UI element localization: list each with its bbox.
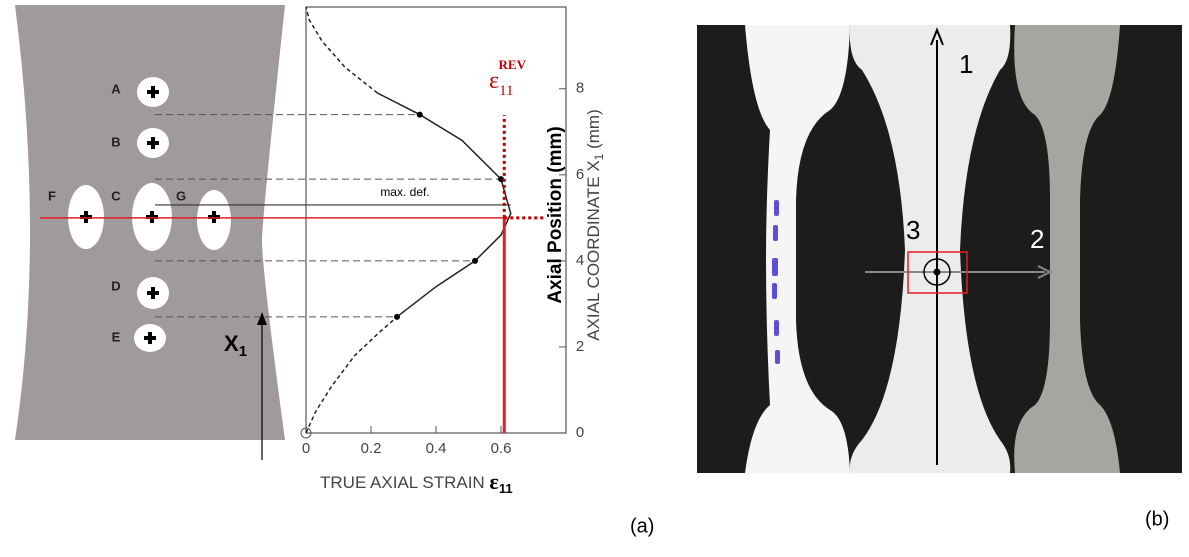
marker: [416, 111, 423, 118]
arrowhead: [930, 27, 944, 46]
eps-rev: ε11 REV: [489, 57, 527, 99]
marker: [472, 257, 478, 264]
arrowhead: [257, 312, 267, 325]
strain-curve: [377, 92, 512, 318]
y-tick-label: 8: [576, 80, 584, 97]
arrowhead: [1037, 265, 1053, 279]
eps-sub: 11: [499, 83, 513, 99]
y-title-text: AXIAL COORDINATE X: [584, 160, 603, 340]
y-tick-label: 6: [576, 166, 584, 183]
eps: ε: [489, 68, 499, 94]
x-tick-label: 0: [302, 440, 310, 457]
x-title-symbol: ε: [489, 469, 498, 494]
hole-label: F: [48, 188, 56, 203]
x1-text: X: [224, 331, 239, 356]
dark-shape: [697, 25, 905, 473]
ink-marks: [772, 200, 780, 364]
y-tick-label: 0: [576, 424, 584, 441]
y-title-bold: Axial Position (mm): [545, 126, 566, 303]
strain-curve: [305, 316, 398, 434]
hole-label: C: [111, 188, 121, 203]
axis-label: 3: [906, 215, 920, 245]
x1-sub: 1: [239, 343, 247, 360]
panel-label: (a): [630, 515, 654, 537]
x-tick-label: 0.4: [426, 440, 447, 457]
dot: [933, 268, 941, 276]
x-title: TRUE AXIAL STRAIN ε11: [320, 469, 513, 496]
out-of-plane-symbol: [923, 258, 951, 286]
x-tick-label: 0.6: [491, 440, 512, 457]
hole-label: A: [111, 81, 121, 96]
axis-label: 2: [1030, 224, 1044, 254]
marker: [498, 176, 504, 183]
hole-label: E: [112, 329, 121, 344]
x-title-text: TRUE AXIAL STRAIN: [320, 473, 489, 492]
axis-label: 1: [959, 49, 973, 79]
eps-sup: REV: [499, 57, 527, 72]
x-title-sub: 11: [499, 481, 513, 496]
x1-label: X1: [224, 331, 247, 360]
hole-label: G: [176, 188, 186, 203]
y-tick-label: 4: [576, 252, 584, 269]
plus-marks: [80, 86, 220, 344]
y-title-after: (mm): [584, 109, 603, 153]
region-box: [907, 251, 968, 294]
right-specimen: [1014, 25, 1120, 473]
left-specimen: [745, 25, 850, 473]
hole-label: B: [111, 134, 120, 149]
plot-frame: [305, 6, 567, 434]
hole-label: D: [111, 278, 120, 293]
y-tick-label: 2: [576, 338, 584, 355]
plot: 0 0.2 0.4 0.6 0 2 4 6 8 max. def.: [40, 6, 584, 457]
marker: [394, 313, 400, 320]
strain-curve: [305, 6, 378, 94]
x-tick-label: 0.2: [361, 440, 382, 457]
max-def-label: max. def.: [380, 185, 429, 199]
y-title: AXIAL COORDINATE X1 (mm): [584, 109, 606, 341]
panel-label: (b): [1145, 508, 1169, 530]
y-title-sub: 1: [592, 153, 606, 160]
curve-origin: [300, 427, 312, 439]
